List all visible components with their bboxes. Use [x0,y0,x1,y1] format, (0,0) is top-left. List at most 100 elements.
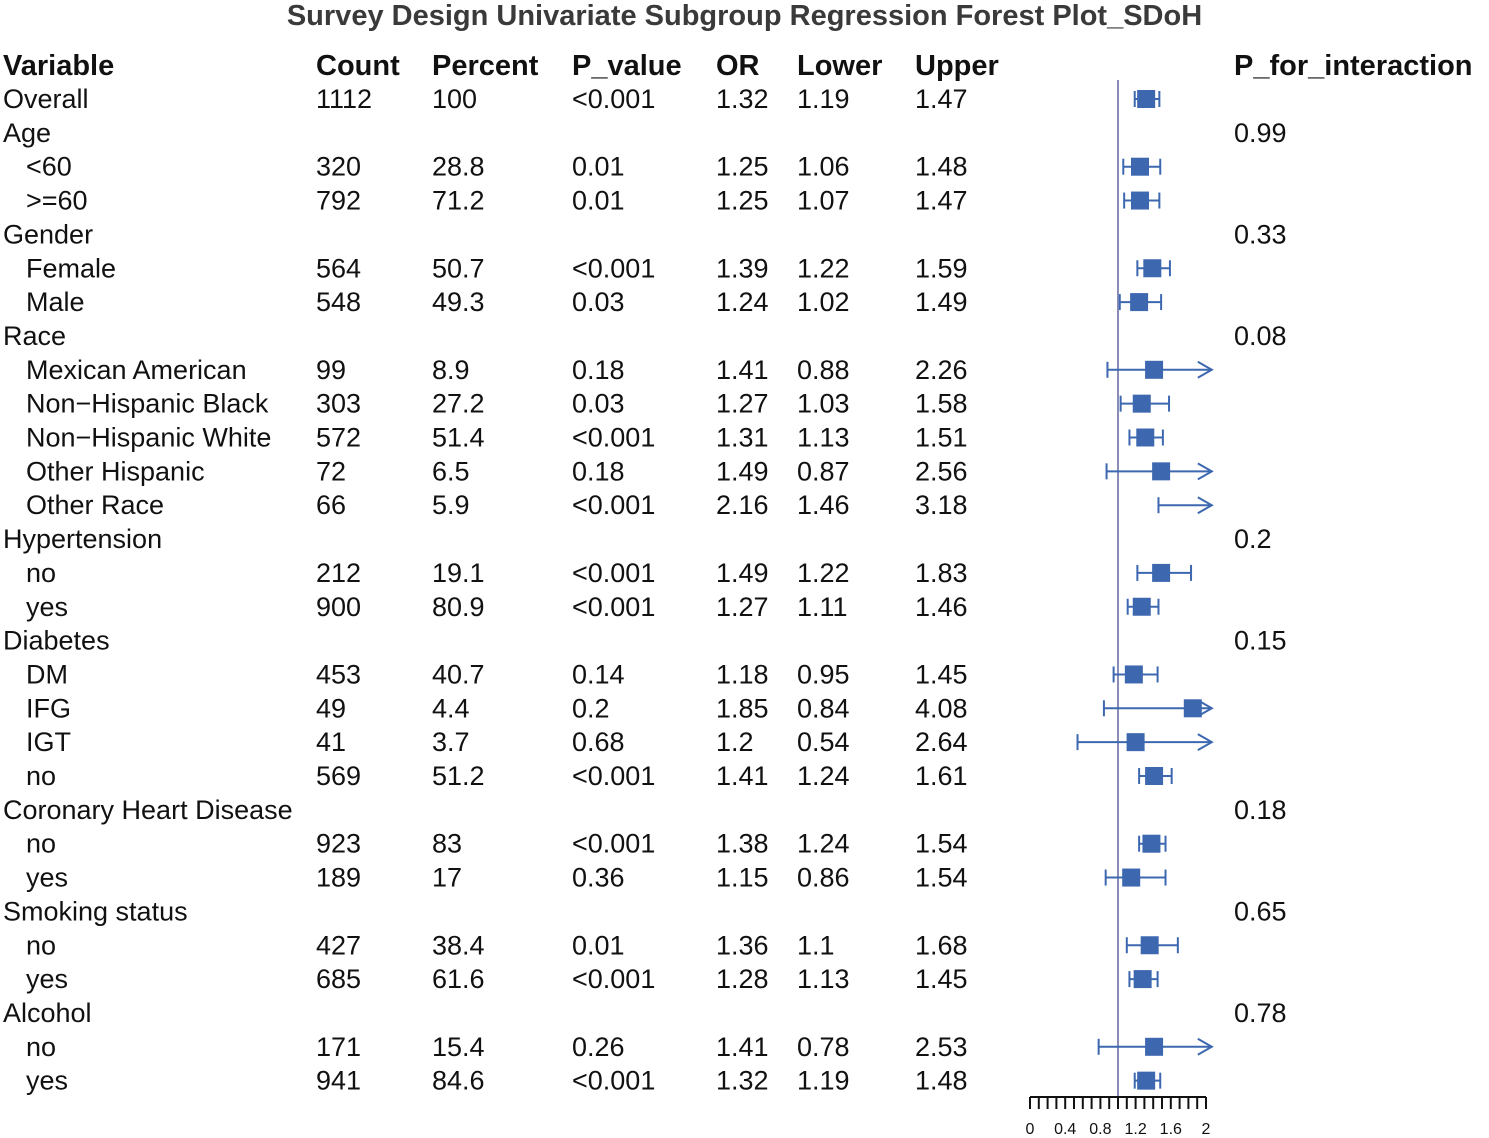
cell-p-value: 0.36 [572,863,625,893]
cell-upper: 1.61 [915,761,968,791]
table-row: no 212 19.1 <0.001 1.49 1.22 1.83 [26,558,968,588]
ci-mark [1102,699,1214,718]
cell-variable: DM [26,659,68,689]
cell-p-value: <0.001 [572,423,655,453]
cell-p-value: <0.001 [572,558,655,588]
cell-lower: 1.02 [797,287,850,317]
x-tick-label: 2 [1202,1121,1211,1138]
or-point [1152,462,1171,481]
cell-p-value: 0.01 [572,186,625,216]
table-row: no 427 38.4 0.01 1.36 1.1 1.68 [26,930,968,960]
cell-lower: 1.11 [797,592,848,622]
ci-mark [1097,1037,1214,1056]
cell-variable: Smoking status [3,896,188,926]
column-header-upper: Upper [915,50,999,82]
cell-or: 1.41 [716,1032,769,1062]
cell-upper: 1.47 [915,84,968,114]
cell-p-value: <0.001 [572,592,655,622]
cell-count: 49 [316,693,346,723]
cell-upper: 2.56 [915,456,968,486]
cell-p-value: 0.18 [572,355,625,385]
table-row: IFG 49 4.4 0.2 1.85 0.84 4.08 [26,693,968,723]
cell-lower: 1.24 [797,761,850,791]
cell-lower: 1.22 [797,253,850,283]
ci-mark [1128,428,1164,447]
cell-percent: 15.4 [432,1032,485,1062]
or-point [1133,970,1152,989]
cell-count: 212 [316,558,361,588]
cell-percent: 8.9 [432,355,470,385]
cell-percent: 40.7 [432,659,485,689]
cell-p-for-interaction: 0.65 [1234,896,1287,926]
table-row: yes 189 17 0.36 1.15 0.86 1.54 [26,863,968,893]
table-row: Non−Hispanic Black 303 27.2 0.03 1.27 1.03 1.5… [26,389,968,419]
cell-or: 1.85 [716,693,769,723]
cell-count: 72 [316,456,346,486]
table-row: Smoking status 0.65 [3,896,1287,926]
cell-p-for-interaction: 0.08 [1234,321,1287,351]
cell-or: 1.27 [716,592,769,622]
cell-p-value: <0.001 [572,761,655,791]
cell-lower: 0.87 [797,456,850,486]
cell-or: 1.24 [716,287,769,317]
cell-upper: 1.68 [915,930,968,960]
cell-variable: Alcohol [3,998,92,1028]
cell-lower: 1.13 [797,964,850,994]
table-row: Race 0.08 [3,321,1287,351]
cell-variable: Gender [3,219,93,249]
cell-variable: yes [26,964,68,994]
x-axis: 0 0.4 0.8 1.2 1.6 2 [1026,1096,1211,1138]
table-row: Other Race 66 5.9 <0.001 2.16 1.46 3.18 [26,490,968,520]
cell-count: 569 [316,761,361,791]
cell-variable: Other Race [26,490,164,520]
x-tick-label: 0.4 [1054,1121,1076,1138]
cell-percent: 83 [432,829,462,859]
ci-mark [1112,665,1159,684]
or-point [1145,1037,1164,1056]
ci-mark [1138,834,1167,853]
cell-or: 1.32 [716,1066,769,1096]
cell-p-for-interaction: 0.33 [1234,219,1287,249]
cell-percent: 84.6 [432,1066,485,1096]
cell-or: 1.25 [716,186,769,216]
column-header-p-for-interaction: P_for_interaction [1234,50,1473,82]
table-row: yes 941 84.6 <0.001 1.32 1.19 1.48 [26,1066,968,1096]
cell-p-value: 0.01 [572,930,625,960]
cell-lower: 0.88 [797,355,850,385]
cell-lower: 1.46 [797,490,850,520]
cell-upper: 1.45 [915,964,968,994]
table-row: Diabetes 0.15 [3,626,1287,656]
cell-p-for-interaction: 0.18 [1234,795,1287,825]
table-row: Female 564 50.7 <0.001 1.39 1.22 1.59 [26,253,968,283]
or-point [1145,767,1164,785]
cell-p-value: 0.14 [572,659,625,689]
cell-p-value: <0.001 [572,964,655,994]
cell-or: 1.32 [716,84,769,114]
or-point [1132,597,1151,616]
cell-p-value: 0.03 [572,389,625,419]
cell-variable: Hypertension [3,524,162,554]
cell-p-value: <0.001 [572,253,655,283]
or-point [1131,191,1149,210]
or-point [1142,834,1161,853]
cell-upper: 3.18 [915,490,968,520]
or-point [1124,665,1143,684]
cell-percent: 51.4 [432,423,485,453]
cell-variable: Non−Hispanic White [26,423,271,453]
table-row: Alcohol 0.78 [3,998,1287,1028]
ci-mark [1126,597,1160,616]
cell-variable: >=60 [26,186,88,216]
table-row: Mexican American 99 8.9 0.18 1.41 0.88 2.26 [26,355,968,385]
plot-area [1076,80,1214,1103]
cell-or: 1.31 [716,423,769,453]
cell-percent: 71.2 [432,186,485,216]
ci-mark [1123,191,1161,210]
ci-mark [1106,360,1214,379]
cell-percent: 4.4 [432,693,470,723]
or-point [1126,733,1145,752]
ci-mark [1076,733,1214,752]
cell-p-for-interaction: 0.2 [1234,524,1272,554]
ci-arrow [1197,733,1214,752]
header-row: Variable Count Percent P_value OR Lower Upper P… [3,50,1473,82]
cell-or: 1.28 [716,964,769,994]
